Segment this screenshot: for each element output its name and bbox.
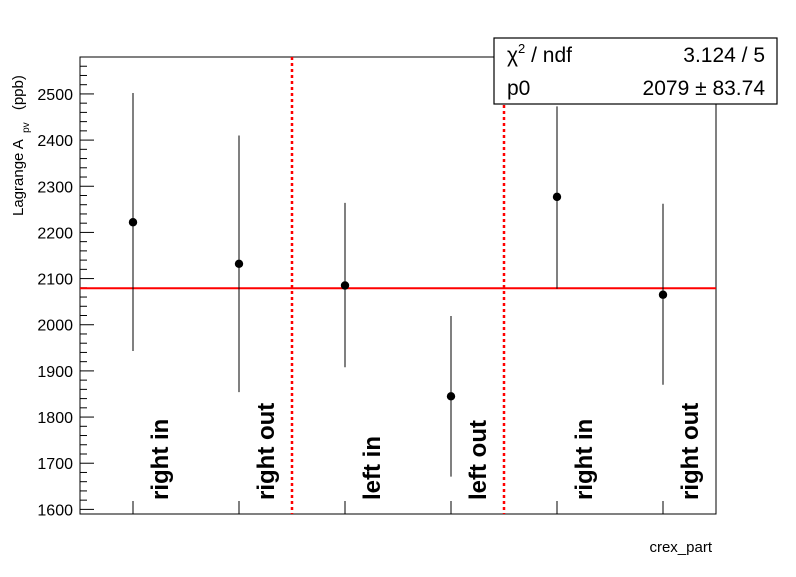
data-point bbox=[128, 218, 138, 227]
data-points bbox=[128, 93, 668, 477]
y-tick-label: 1900 bbox=[37, 364, 73, 381]
stats-p0-value: 2079 ± 83.74 bbox=[643, 77, 766, 100]
y-tick-label: 2400 bbox=[37, 133, 73, 150]
category-label: right in bbox=[571, 419, 598, 500]
y-tick-label: 2100 bbox=[37, 272, 73, 289]
category-label: right out bbox=[253, 403, 280, 500]
stats-chi-sup: 2 bbox=[518, 41, 525, 56]
stats-chi-symbol: χ bbox=[507, 44, 518, 67]
y-tick-label: 2300 bbox=[37, 179, 73, 196]
svg-text:Lagrange A pv: Lagrange A pv (ppb) bbox=[10, 75, 33, 216]
data-point bbox=[234, 259, 244, 269]
svg-text:χ2 / ndf: χ2 / ndf bbox=[507, 41, 572, 67]
x-axis-ticks bbox=[132, 501, 664, 514]
y-tick-label: 2000 bbox=[37, 318, 73, 335]
data-point bbox=[340, 281, 350, 290]
category-label: right out bbox=[677, 403, 704, 500]
data-point bbox=[446, 392, 456, 401]
y-tick-label: 1600 bbox=[37, 502, 73, 519]
stats-box: χ2 / ndf 3.124 / 5 p0 2079 ± 83.74 bbox=[493, 37, 778, 105]
y-axis-title: Lagrange A pv (ppb) bbox=[10, 75, 33, 216]
stats-box-frame bbox=[493, 37, 778, 105]
y-tick-label: 1800 bbox=[37, 410, 73, 427]
data-point bbox=[658, 290, 668, 299]
stats-p0-label: p0 bbox=[507, 77, 530, 100]
y-axis-title-sub: pv bbox=[21, 122, 32, 133]
plot-frame bbox=[79, 56, 717, 515]
y-tick-label: 1700 bbox=[37, 456, 73, 473]
x-axis-title: crex_part bbox=[649, 539, 712, 556]
category-labels: right in right out left in left out right in… bbox=[147, 403, 704, 500]
category-label: left in bbox=[359, 436, 386, 500]
y-tick-label: 2200 bbox=[37, 225, 73, 242]
y-axis-ticks: 1600 1700 1800 1900 2000 2100 2200 2300 2400 2500 bbox=[37, 56, 94, 519]
y-tick-label: 2500 bbox=[37, 87, 73, 104]
data-point bbox=[552, 192, 562, 202]
stats-chi-value: 3.124 / 5 bbox=[683, 44, 765, 67]
category-label: left out bbox=[465, 420, 492, 500]
y-axis-title-unit: (ppb) bbox=[10, 75, 27, 110]
category-label: right in bbox=[147, 419, 174, 500]
category-dividers bbox=[290, 57, 506, 514]
stats-chi-rest: / ndf bbox=[525, 44, 572, 67]
y-axis-title-main: Lagrange A bbox=[10, 139, 27, 216]
